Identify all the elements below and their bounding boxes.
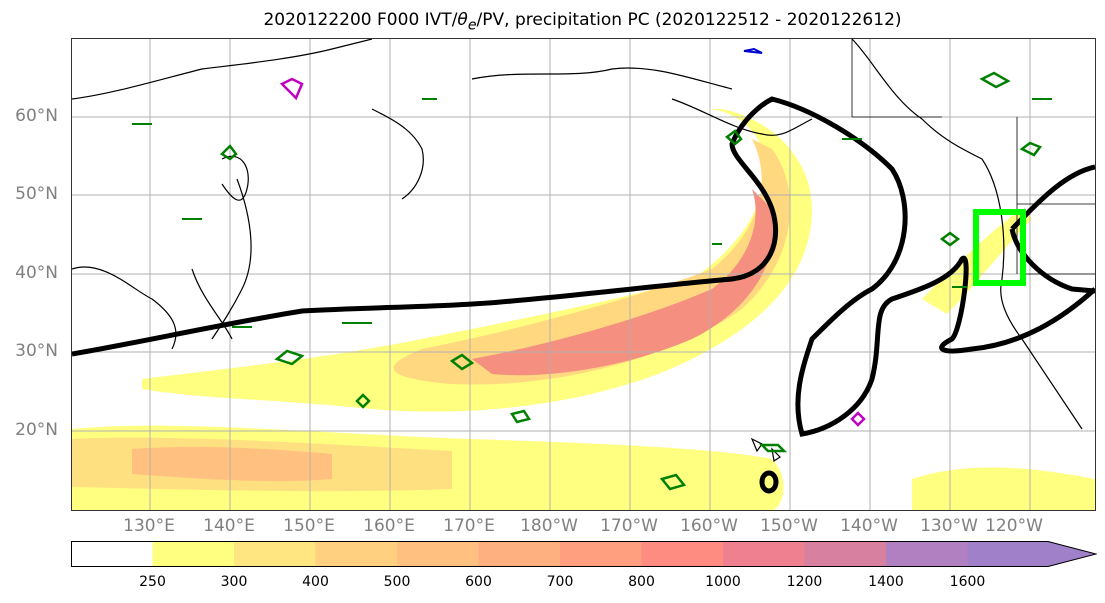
lon-label-150e: 150°E xyxy=(283,516,335,536)
colorbar-cell xyxy=(315,541,398,567)
colorbar-tick-label: 1200 xyxy=(786,574,823,590)
pv-magenta xyxy=(279,77,304,101)
colorbar-tick-label: 500 xyxy=(383,574,411,590)
colorbar-cell xyxy=(560,541,642,567)
lon-label-130w: 130°W xyxy=(920,516,978,536)
colorbar-tick-label: 300 xyxy=(220,574,248,590)
colorbar-cell xyxy=(886,541,968,567)
colorbar-tick-label: 1000 xyxy=(705,574,741,590)
lat-label-60: 60°N xyxy=(15,106,58,126)
pv-minor xyxy=(132,98,1052,328)
colorbar-tick-label: 800 xyxy=(628,574,655,590)
ivt-se xyxy=(912,467,1095,510)
colorbar-tick-label: 1600 xyxy=(949,574,986,590)
coastlines xyxy=(72,39,1083,463)
map-svg xyxy=(72,39,1095,510)
lat-label-30: 30°N xyxy=(15,341,58,361)
colorbar-outline xyxy=(71,541,1097,567)
colorbar-cell xyxy=(478,541,561,567)
colorbar-tick-label: 700 xyxy=(546,574,574,590)
lon-label-140w: 140°W xyxy=(840,516,898,536)
colorbar-tick-label: 250 xyxy=(139,574,166,590)
colorbar-cell xyxy=(967,541,1096,567)
colorbar-tick-label: 600 xyxy=(465,574,492,590)
ivt-tropics-3 xyxy=(132,446,332,482)
colorbar xyxy=(71,541,1097,567)
pv-blue xyxy=(743,47,763,54)
colorbar-cell xyxy=(234,541,316,567)
ivt-band-800 xyxy=(472,189,774,376)
colorbar-cell xyxy=(397,541,479,567)
lon-label-160e: 160°E xyxy=(363,516,415,536)
lat-label-40: 40°N xyxy=(15,263,58,283)
lat-label-50: 50°N xyxy=(15,184,58,204)
lon-label-160w: 160°W xyxy=(680,516,738,536)
lon-label-170e: 170°E xyxy=(443,516,495,536)
ivt-shading xyxy=(72,109,1095,510)
colorbar-cell xyxy=(152,541,235,567)
graticule xyxy=(72,39,1095,510)
lon-label-180w: 180°W xyxy=(520,516,578,536)
pv-magenta-2 xyxy=(850,411,866,427)
lon-label-150w: 150°W xyxy=(760,516,818,536)
figure-title: 2020122200 F000 IVT/θe/PV, precipitation… xyxy=(263,10,902,34)
colorbar-cell xyxy=(723,541,805,567)
colorbar-cells xyxy=(71,541,1096,567)
colorbar-tick-label: 1400 xyxy=(868,574,904,590)
pv-contours xyxy=(220,71,1042,491)
lon-label-170w: 170°W xyxy=(600,516,658,536)
lon-label-120w: 120°W xyxy=(985,516,1043,536)
lat-label-20: 20°N xyxy=(15,420,58,440)
lon-label-140e: 140°E xyxy=(203,516,255,536)
colorbar-cell xyxy=(641,541,724,567)
focus-box xyxy=(973,209,1026,286)
colorbar-cell xyxy=(804,541,887,567)
map-panel xyxy=(71,38,1096,511)
theta-e-contours xyxy=(72,96,1095,494)
colorbar-tick-label: 400 xyxy=(302,574,329,590)
colorbar-cell xyxy=(71,541,153,567)
lon-label-130e: 130°E xyxy=(123,516,175,536)
